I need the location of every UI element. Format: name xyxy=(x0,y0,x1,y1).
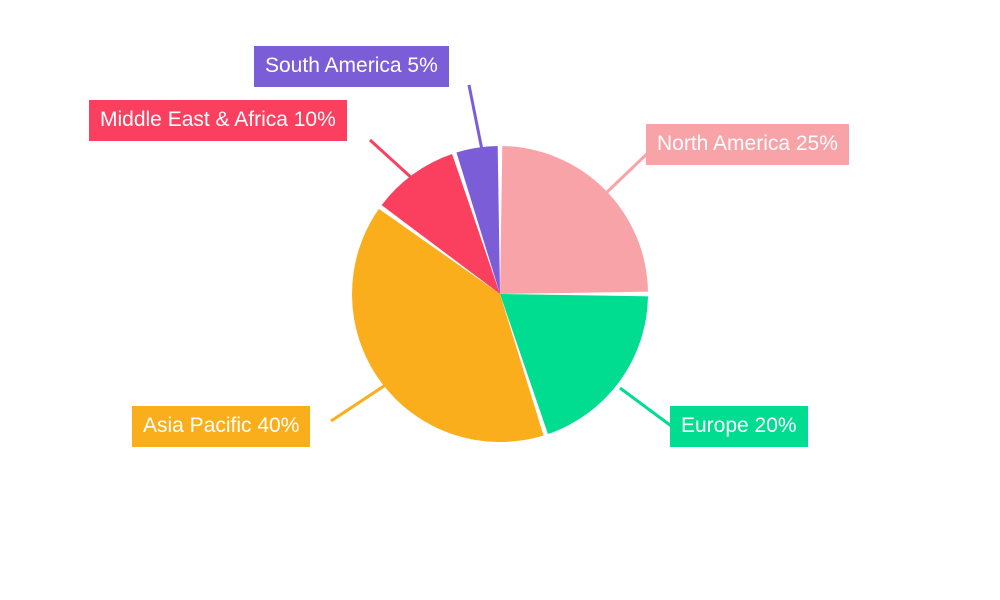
pie-slice-middle-east-africa[interactable] xyxy=(381,153,500,294)
pie-slice-south-america[interactable] xyxy=(456,146,500,294)
leader-line-europe xyxy=(619,386,675,430)
leader-line-middle-east-africa xyxy=(368,138,416,182)
pie-slices-group xyxy=(351,146,648,443)
leader-lines xyxy=(330,84,675,430)
pie-label-north-america: North America 25% xyxy=(646,124,849,165)
pie-label-middle-east-africa: Middle East & Africa 10% xyxy=(89,100,347,141)
leader-line-asia-pacific xyxy=(330,382,388,423)
pie-label-europe: Europe 20% xyxy=(670,406,808,447)
leader-line-north-america xyxy=(603,149,652,196)
pie-slice-europe[interactable] xyxy=(500,294,648,435)
pie-slice-asia-pacific[interactable] xyxy=(351,208,544,443)
pie-slice-north-america[interactable] xyxy=(500,146,648,294)
pie-label-asia-pacific: Asia Pacific 40% xyxy=(132,406,311,447)
leader-line-south-america xyxy=(467,84,484,151)
pie-label-south-america: South America 5% xyxy=(254,46,449,87)
